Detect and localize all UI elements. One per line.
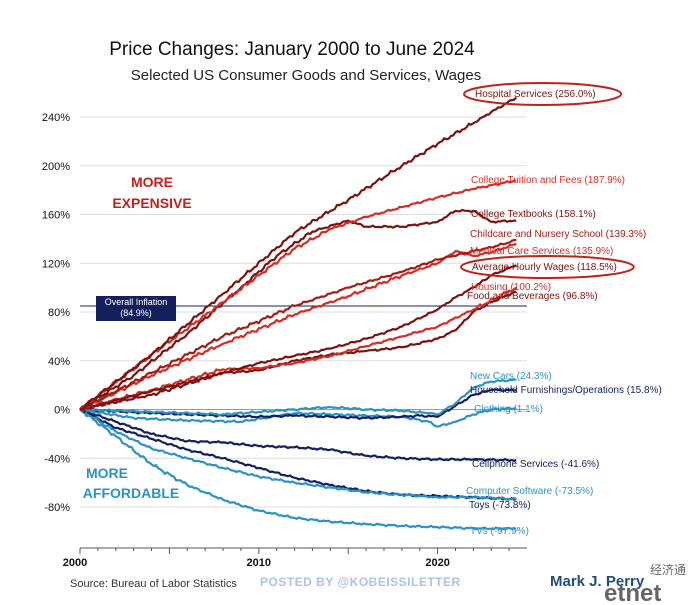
chart-subtitle: Selected US Consumer Goods and Services,… <box>131 67 481 84</box>
chart-title: Price Changes: January 2000 to June 2024 <box>109 39 475 60</box>
more-affordable-label-line1: MORE <box>86 465 128 481</box>
series-line-computer-software <box>79 408 517 501</box>
y-tick-label: 240% <box>42 112 70 124</box>
series-label-hospital-services: Hospital Services (256.0%) <box>475 89 596 100</box>
more-expensive-label-line2: EXPENSIVE <box>112 195 191 211</box>
series-line-childcare-and-nursery-school <box>79 238 517 411</box>
series-label-new-cars: New Cars (24.3%) <box>470 371 552 382</box>
series-label-average-hourly-wages: Average Hourly Wages (118.5%) <box>472 262 617 273</box>
y-tick-label: 200% <box>42 161 70 173</box>
x-tick-label: 2000 <box>63 557 87 569</box>
y-tick-label: 120% <box>42 258 70 270</box>
series-line-average-hourly-wages <box>79 264 517 411</box>
series-label-childcare-and-nursery-school: Childcare and Nursery School (139.3%) <box>470 229 646 240</box>
series-line-food-and-beverages <box>79 290 517 411</box>
highlight-circle <box>460 255 635 279</box>
more-affordable-label-line2: AFFORDABLE <box>83 485 179 501</box>
series-line-tvs <box>79 408 517 531</box>
series-line-medical-care-services <box>79 242 517 411</box>
series-label-food-and-beverages: Food and Beverages (96.8%) <box>467 291 598 302</box>
series-label-toys: Toys (-73.8%) <box>469 500 531 511</box>
posted-by-watermark: POSTED BY @KOBEISSILETTER <box>260 575 461 589</box>
x-axis: 2000 2010 2020 <box>63 547 527 569</box>
y-axis-ticks: 240% 200% 160% 120% 80% 40% 0% -40% -80% <box>42 112 70 514</box>
series-label-household-furnishings-operations: Household Furnishings/Operations (15.8%) <box>470 385 662 396</box>
series-label-college-textbooks: College Textbooks (158.1%) <box>471 209 596 220</box>
watermark-logo: etnet <box>604 580 661 605</box>
y-tick-label: -80% <box>44 502 70 514</box>
source-note: Source: Bureau of Labor Statistics <box>70 578 237 590</box>
series-line-cellphone-services <box>79 408 517 462</box>
x-tick-label: 2020 <box>425 557 449 569</box>
highlight-circle <box>462 82 623 106</box>
series-label-tvs: TVs (-97.9%) <box>470 526 529 537</box>
watermark-cjk: 经济通 <box>650 562 686 577</box>
y-tick-label: 40% <box>48 356 70 368</box>
more-expensive-label-line1: MORE <box>131 174 173 190</box>
series-label-computer-software: Computer Software (-73.5%) <box>466 486 593 497</box>
author-name: Mark J. Perry <box>550 573 645 590</box>
overall-inflation-label-line2: (84.9%) <box>120 308 152 318</box>
series-label-college-tuition-and-fees: College Tuition and Fees (187.9%) <box>471 175 625 186</box>
series-label-housing: Housing (100.2%) <box>471 282 551 293</box>
series-line-new-cars <box>79 378 517 417</box>
overall-inflation-label-line1: Overall Inflation <box>105 297 168 307</box>
series-label-clothing: Clothing (1.1%) <box>474 404 543 415</box>
y-tick-label: 160% <box>42 210 70 222</box>
series-labels: Hospital Services (256.0%) College Tuitio… <box>466 89 662 537</box>
series-line-clothing <box>79 406 517 428</box>
overall-inflation-reference: Overall Inflation (84.9%) <box>80 296 527 321</box>
y-tick-label: 0% <box>54 405 70 417</box>
series-line-hospital-services <box>79 96 518 411</box>
series-label-cellphone-services: Cellphone Services (-41.6%) <box>472 459 599 470</box>
y-tick-label: 80% <box>48 307 70 319</box>
series-label-medical-care-services: Medical Care Services (135.9%) <box>470 246 613 257</box>
highlight-circles <box>460 82 635 279</box>
y-tick-label: -40% <box>44 453 70 465</box>
overall-inflation-box <box>96 296 176 321</box>
x-tick-label: 2010 <box>247 557 271 569</box>
series-line-college-textbooks <box>79 208 517 411</box>
series-lines <box>79 96 518 531</box>
